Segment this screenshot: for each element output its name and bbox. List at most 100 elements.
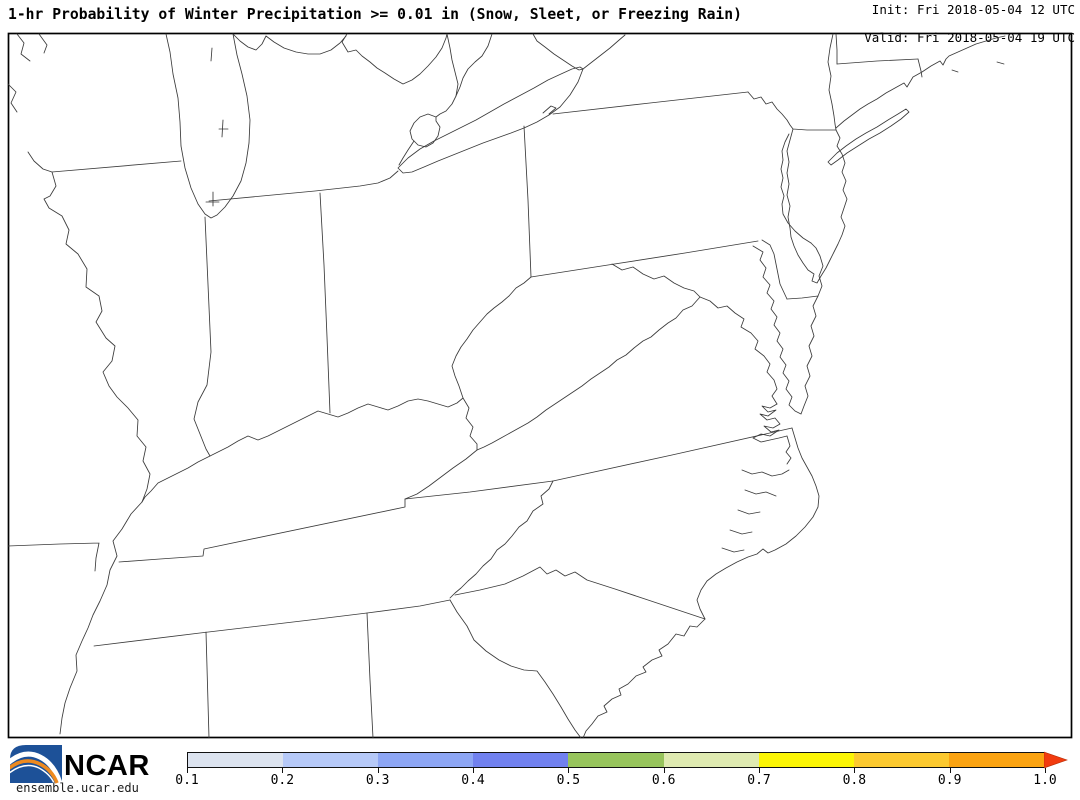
border-in-oh <box>319 192 331 414</box>
colorbar-segment <box>378 753 474 767</box>
lake-michigan <box>165 33 251 219</box>
ncar-logo-thin-swoosh <box>10 764 55 784</box>
border-ct-ri <box>917 58 923 78</box>
border-tn-nc <box>449 480 554 599</box>
state-borders <box>7 33 923 739</box>
saginaw-bay <box>341 33 448 85</box>
border-nc-sc <box>454 566 706 620</box>
colorbar-tick-label: 0.3 <box>365 773 390 788</box>
border-mason-dixon <box>530 240 759 278</box>
border-ny-ct <box>835 33 838 65</box>
colorbar-segment <box>948 753 1044 767</box>
border-ga-sc-savannah <box>449 599 582 739</box>
michigan-thumb <box>435 33 459 118</box>
delaware-bay-west-shore <box>780 133 812 244</box>
upper-delaware-river <box>747 91 794 130</box>
colorbar-segment <box>853 753 949 767</box>
colorbar-tick <box>568 768 570 773</box>
ncar-logo-text: NCAR <box>64 750 150 782</box>
hudson-river <box>827 33 837 131</box>
border-md-wv-potomac <box>611 263 701 298</box>
colorbar-tick-label: 0.7 <box>747 773 771 788</box>
delmarva-peninsula <box>752 242 824 415</box>
colorbar-tick-label: 0.2 <box>270 773 295 788</box>
border-wv-ky <box>462 397 478 451</box>
colorbar-segment <box>473 753 569 767</box>
border-de-west <box>761 239 788 300</box>
border-pa-ny <box>552 91 749 115</box>
colorbar-tick-label: 0.5 <box>556 773 581 788</box>
border-ky-va <box>404 449 478 500</box>
lake-michigan-marks <box>205 47 229 207</box>
albemarle-sound <box>741 469 790 477</box>
border-de-south <box>786 295 819 300</box>
colorbar-tick-label: 0.6 <box>651 773 676 788</box>
ncar-logo <box>10 745 62 784</box>
new-england-coast <box>835 35 1006 129</box>
colorbar-tick-label: 1.0 <box>1033 773 1057 788</box>
colorbar-arrow <box>1044 751 1068 769</box>
border-al-ga <box>366 612 374 739</box>
border-wi-il <box>51 160 182 173</box>
page-title: 1-hr Probability of Winter Precipitation… <box>8 6 742 23</box>
presque-isle <box>542 105 557 115</box>
mississippi-river-upper <box>7 83 18 113</box>
pamlico-sound-shores <box>721 489 777 553</box>
ncar-logo-orange-swoosh <box>10 759 59 784</box>
colorbar-tick <box>1045 768 1046 773</box>
chesapeake-west-shore <box>752 403 788 443</box>
map-frame <box>7 32 1073 739</box>
outer-banks-coast <box>696 427 820 620</box>
lakes-and-coastlines <box>7 33 1006 739</box>
colorbar-tick-label: 0.8 <box>842 773 867 788</box>
green-bay-fragments <box>16 33 48 62</box>
ncar-logo-white-swoosh <box>10 751 62 784</box>
border-oh-pa <box>523 125 532 278</box>
colorbar-arrow-shape <box>1044 751 1068 769</box>
coastal-islands <box>951 61 1005 73</box>
colorbar-tick <box>663 768 665 773</box>
colorbar-segment <box>568 753 664 767</box>
border-mi-in-oh <box>208 170 399 202</box>
colorbar-tick <box>854 768 856 773</box>
colorbar-segment <box>283 753 379 767</box>
colorbar-track <box>187 752 1045 768</box>
colorbar-tick <box>759 768 760 773</box>
michigan-north-coast <box>232 33 347 55</box>
colorbar-tick <box>473 768 474 773</box>
ohio-river <box>141 276 532 503</box>
long-island <box>827 108 910 166</box>
potomac-river <box>699 296 778 405</box>
south-carolina-coast <box>582 618 706 739</box>
lake-erie <box>397 66 584 174</box>
colorbar-tick <box>377 768 379 773</box>
colorbar-tick <box>949 768 951 773</box>
new-jersey-outline <box>786 128 848 284</box>
colorbar-tick <box>282 768 284 773</box>
lake-ontario <box>532 33 626 71</box>
border-ms-al <box>205 631 210 739</box>
init-time: Init: Fri 2018-05-04 12 UTC <box>871 2 1075 17</box>
colorbar-segment <box>758 753 854 767</box>
colorbar-segment <box>188 753 284 767</box>
border-ma-ct <box>836 58 919 65</box>
ensemble-url: ensemble.ucar.edu <box>16 781 139 795</box>
lake-huron-ontario-shore <box>455 33 493 97</box>
colorbar-tick-label: 0.1 <box>175 773 199 788</box>
colorbar-tick-label: 0.4 <box>461 773 485 788</box>
lake-st-clair <box>409 113 441 148</box>
border-ky-tn-va <box>118 480 554 563</box>
mississippi-river <box>27 151 151 735</box>
colorbar-segment <box>663 753 759 767</box>
border-va-nc <box>552 427 793 482</box>
virginia-coast <box>785 435 792 465</box>
border-wv-va <box>476 296 701 451</box>
colorbar-tick <box>187 768 188 773</box>
detroit-river <box>398 140 415 166</box>
colorbar-tick-label: 0.9 <box>937 773 962 788</box>
colorbar: 0.1 0.2 0.3 0.4 0.5 0.6 0.7 0.8 0.9 1.0 <box>175 751 1068 797</box>
border-mo-ar <box>7 542 100 572</box>
border-il-in <box>193 216 212 457</box>
